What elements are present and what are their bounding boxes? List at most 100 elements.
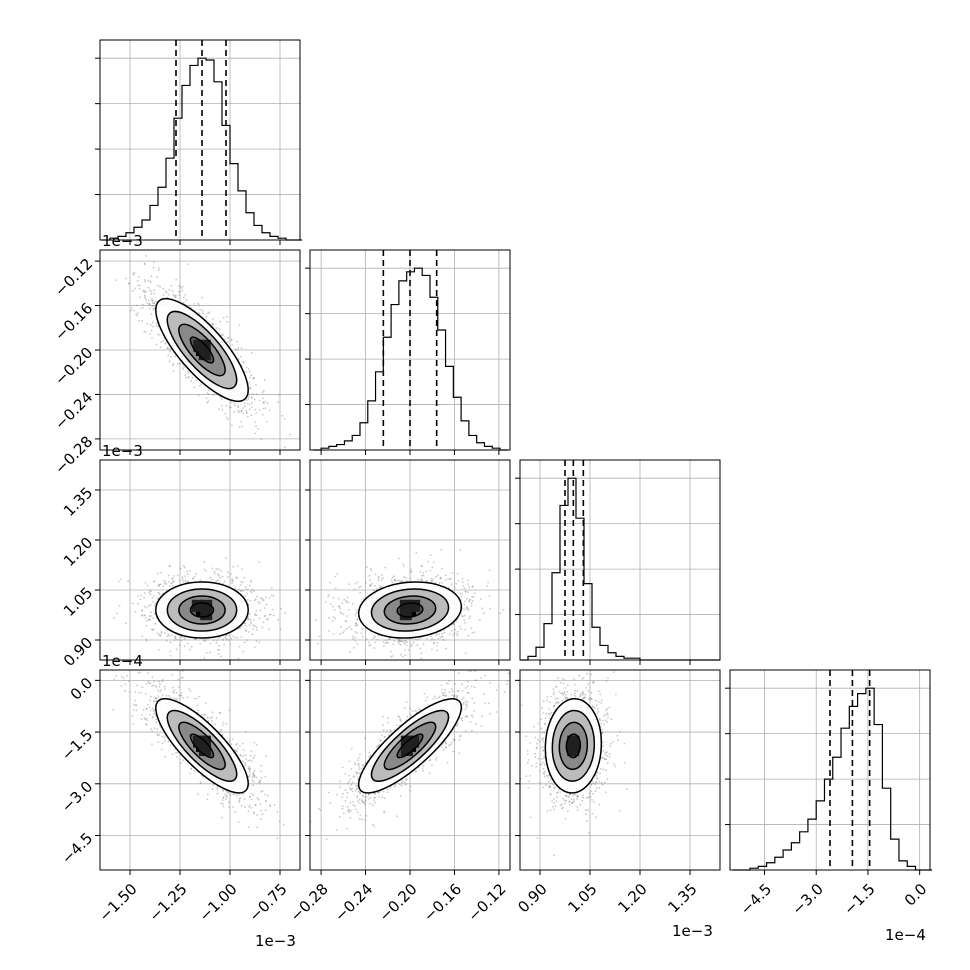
scatter-point [355,611,358,614]
scatter-point [233,402,236,405]
scatter-point [157,325,159,328]
scatter-point [253,775,256,777]
scatter-point [369,585,371,588]
scatter-point [217,568,220,570]
scatter-point [150,590,152,593]
scatter-point [226,321,229,323]
scatter-point [369,579,371,582]
scatter-point [258,781,261,784]
scatter-point [194,638,196,640]
scatter-point [502,609,504,611]
scatter-point [249,376,251,379]
scatter-point [245,366,248,369]
contour-2 [370,588,450,632]
scatter-point [436,649,439,652]
scatter-point [261,413,264,416]
scatter-point [151,597,154,599]
scatter-point [178,362,181,365]
scatter-point [238,324,241,326]
scatter-point [158,583,161,586]
pair-panel-1-2 [305,459,511,665]
scatter-point [420,652,423,655]
scatter-point [452,634,455,637]
scatter-point [125,622,127,625]
scatter-point [174,295,177,298]
scatter-point [449,578,452,581]
scatter-point [281,414,284,417]
scatter-point [254,432,257,435]
scatter-point [197,394,200,397]
scatter-point [118,605,121,607]
scatter-point [137,602,139,605]
scatter-point [153,709,156,712]
scatter-point [222,802,224,805]
scatter-point [117,580,120,583]
scatter-point [245,730,247,733]
scatter-point [163,685,166,688]
scatter-point [150,615,152,617]
scatter-point [258,409,261,411]
scatter-point [438,582,441,585]
scatter-point [255,610,258,612]
scatter-point [159,346,162,349]
scatter-point [152,325,155,328]
scatter-point [193,303,196,305]
scatter-point [224,636,227,638]
scatter-point [231,738,234,740]
scatter-point [468,617,471,620]
scatter-point [158,592,161,594]
scatter-point [173,580,176,583]
scatter-point [149,289,151,292]
scatter-point [159,691,162,693]
scatter-point [223,580,226,583]
scatter-point [140,714,143,716]
contour-3 [155,581,249,639]
scatter-point [269,613,272,616]
scatter-point [197,302,200,305]
scatter-point [243,641,246,644]
scatter-point [185,299,188,301]
scatter-point [160,571,162,574]
scatter-point [134,287,136,290]
scatter-point [240,411,243,413]
scatter-point [266,618,268,621]
scatter-point [171,577,174,580]
scatter-point [258,602,261,605]
scatter-point [151,302,154,304]
scatter-point [217,408,220,410]
scatter-point [133,309,136,312]
scatter-point [245,409,247,412]
scatter-point [155,700,158,703]
scatter-point [432,641,435,644]
scatter-point [235,576,238,579]
scatter-point [430,580,432,582]
scatter-point [440,548,443,551]
scatter-point [456,572,459,575]
scatter-point [212,393,215,396]
scatter-point [471,631,474,634]
scatter-point [144,280,147,283]
scatter-point [158,585,160,587]
scatter-point [461,577,464,580]
scatter-point [372,637,375,640]
scatter-point [252,376,255,379]
scatter-point [172,293,175,296]
scatter-point [422,643,425,646]
scatter-point [246,402,249,405]
scatter-point [229,406,231,409]
scatter-point [131,289,134,292]
scatter-point [142,306,145,309]
scatter-point [236,747,239,750]
scatter-point [202,639,205,641]
scatter-point [167,581,170,583]
scatter-point [289,433,291,436]
scatter-point [243,402,246,405]
scatter-point [218,636,221,639]
scatter-point [140,594,143,597]
scatter-point [398,557,400,560]
scatter-point [147,680,150,683]
scatter-point [450,583,453,585]
scatter-point [255,640,258,642]
scatter-point [381,574,383,576]
scatter-point [220,655,222,658]
